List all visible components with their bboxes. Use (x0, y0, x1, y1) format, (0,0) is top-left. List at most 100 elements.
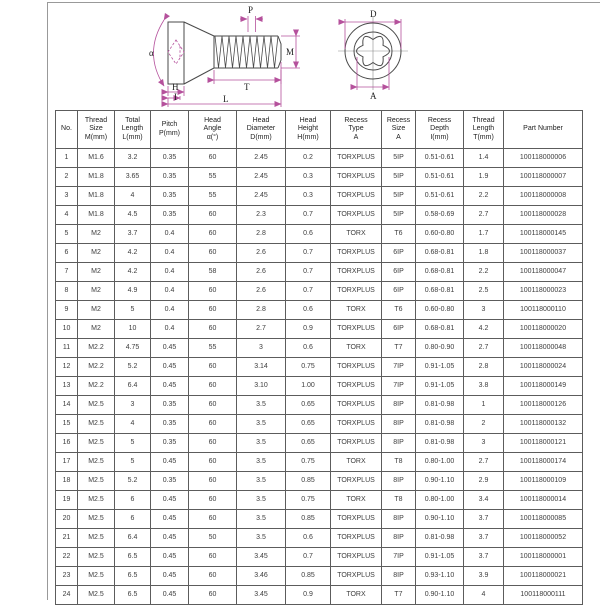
table-cell: TORXPLUS (330, 376, 382, 396)
table-cell: 100118000048 (503, 338, 583, 358)
table-cell: 8IP (381, 414, 416, 434)
table-cell: 4.2 (463, 319, 504, 339)
table-row: 24 M2.5 6.5 0.45 60 3.45 0.9 TORX T7 0.90-1.10 4 10… (55, 585, 583, 605)
table-row: 6 M2 4.2 0.4 60 2.6 0.7 TORXPLUS 6IP 0.68-0.81 1.8… (55, 243, 583, 263)
screw-side-view (167, 21, 282, 85)
table-cell: 0.3 (285, 186, 331, 206)
table-cell: 4 (114, 414, 151, 434)
spec-table-body: 1 M1.6 3.2 0.35 60 2.45 0.2 TORXPLUS 5IP 0.51-0.6… (55, 148, 583, 605)
table-cell: 3.10 (236, 376, 286, 396)
table-cell: 55 (188, 167, 237, 187)
table-cell: 100118000028 (503, 205, 583, 225)
dim-label-recess-depth: I (174, 92, 177, 102)
table-cell: 2 (463, 414, 504, 434)
table-cell: 0.45 (150, 452, 189, 472)
table-row: 11 M2.2 4.75 0.45 55 3 0.6 TORX T7 0.80-0.90 2.7 10… (55, 338, 583, 358)
table-cell: 0.9 (285, 585, 331, 605)
table-cell: 0.65 (285, 395, 331, 415)
table-cell: 0.7 (285, 281, 331, 301)
table-cell: 100118000174 (503, 452, 583, 472)
table-cell: 60 (188, 585, 237, 605)
table-cell: M2 (77, 300, 115, 320)
table-cell: 0.35 (150, 167, 189, 187)
table-cell: 0.7 (285, 547, 331, 567)
table-cell: 8IP (381, 509, 416, 529)
table-cell: 0.75 (285, 452, 331, 472)
table-cell: 0.2 (285, 148, 331, 168)
table-cell: 2.45 (236, 167, 286, 187)
table-cell: 8IP (381, 471, 416, 491)
table-cell: 100118000111 (503, 585, 583, 605)
dim-label-recess-size: A (370, 91, 377, 101)
table-cell: 3.46 (236, 566, 286, 586)
table-cell: 2.8 (236, 224, 286, 244)
table-cell: 3.9 (463, 566, 504, 586)
table-cell: 0.3 (285, 167, 331, 187)
table-cell: 0.35 (150, 471, 189, 491)
table-cell: 11 (55, 338, 78, 358)
table-row: 20 M2.5 6 0.45 60 3.5 0.85 TORXPLUS 8IP 0.90-1.10… (55, 509, 583, 529)
table-cell: 60 (188, 414, 237, 434)
table-cell: 0.35 (150, 186, 189, 206)
table-row: 5 M2 3.7 0.4 60 2.8 0.6 TORX T6 0.60-0.80 1.7 10011… (55, 224, 583, 244)
table-cell: 1.4 (463, 148, 504, 168)
table-row: 10 M2 10 0.4 60 2.7 0.9 TORXPLUS 6IP 0.68-0.81 4.2… (55, 319, 583, 339)
table-cell: 0.75 (285, 357, 331, 377)
table-cell: 0.90-1.10 (415, 509, 464, 529)
table-cell: 8IP (381, 566, 416, 586)
table-cell: 5 (55, 224, 78, 244)
table-cell: 6IP (381, 281, 416, 301)
table-cell: 100118000001 (503, 547, 583, 567)
table-cell: 0.51-0.61 (415, 186, 464, 206)
table-cell: 6 (55, 243, 78, 263)
table-cell: 1.8 (463, 243, 504, 263)
table-cell: 5 (114, 452, 151, 472)
table-cell: 60 (188, 471, 237, 491)
table-cell: 0.4 (150, 262, 189, 282)
table-cell: 60 (188, 547, 237, 567)
table-cell: M2.5 (77, 452, 115, 472)
table-cell: 4.5 (114, 205, 151, 225)
table-cell: 100118000149 (503, 376, 583, 396)
table-cell: 2.7 (463, 338, 504, 358)
table-cell: TORX (330, 585, 382, 605)
table-cell: 3 (55, 186, 78, 206)
table-cell: 0.75 (285, 490, 331, 510)
table-cell: TORXPLUS (330, 528, 382, 548)
table-cell: 0.35 (150, 148, 189, 168)
table-row: 9 M2 5 0.4 60 2.8 0.6 TORX T6 0.60-0.80 3 100118000… (55, 300, 583, 320)
table-cell: 3 (236, 338, 286, 358)
table-cell: 21 (55, 528, 78, 548)
table-row: 22 M2.5 6.5 0.45 60 3.45 0.7 TORXPLUS 7IP 0.91-1.… (55, 547, 583, 567)
table-cell: TORX (330, 490, 382, 510)
table-cell: M2 (77, 262, 115, 282)
table-cell: T7 (381, 585, 416, 605)
table-cell: 0.35 (150, 433, 189, 453)
table-cell: 0.80-0.90 (415, 338, 464, 358)
table-cell: 0.45 (150, 376, 189, 396)
page-frame-left (47, 2, 48, 600)
table-cell: 5IP (381, 186, 416, 206)
table-cell: 3 (463, 433, 504, 453)
table-cell: M2.5 (77, 471, 115, 491)
column-header: Recess Type A (330, 110, 382, 149)
table-cell: 5 (114, 300, 151, 320)
table-cell: 0.85 (285, 509, 331, 529)
table-cell: 10 (55, 319, 78, 339)
table-cell: 2.2 (463, 186, 504, 206)
table-cell: 0.80-1.00 (415, 490, 464, 510)
table-cell: 8IP (381, 433, 416, 453)
table-cell: T6 (381, 224, 416, 244)
table-cell: 60 (188, 509, 237, 529)
table-cell: 6.5 (114, 566, 151, 586)
table-cell: 60 (188, 452, 237, 472)
table-cell: M2 (77, 224, 115, 244)
table-cell: 0.68-0.81 (415, 319, 464, 339)
table-cell: 0.68-0.81 (415, 281, 464, 301)
table-cell: TORX (330, 338, 382, 358)
table-cell: 3.7 (463, 547, 504, 567)
table-cell: 3 (114, 395, 151, 415)
table-cell: 0.65 (285, 433, 331, 453)
table-cell: 0.7 (285, 262, 331, 282)
table-cell: 100118000126 (503, 395, 583, 415)
